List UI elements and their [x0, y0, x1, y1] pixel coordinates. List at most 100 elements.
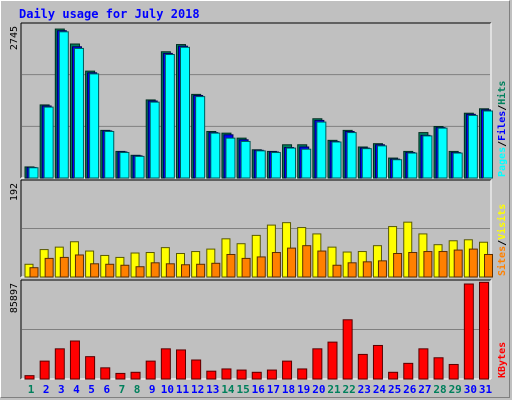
bar-pages	[331, 141, 342, 179]
x-tick-label: 7	[119, 383, 126, 396]
x-tick-label: 16	[252, 383, 266, 396]
x-tick-label: 24	[373, 383, 387, 396]
bar-kbytes	[282, 360, 293, 380]
bar-kbytes	[403, 362, 414, 380]
bar-pages	[195, 96, 206, 179]
x-tick-label: 3	[58, 383, 65, 396]
x-tick-label: 22	[343, 383, 356, 396]
legend-pages: Pages	[497, 147, 508, 177]
bar-kbytes	[418, 348, 429, 380]
bar-visits	[130, 252, 140, 278]
bar-pages	[43, 106, 54, 179]
x-tick-label: 23	[358, 383, 371, 396]
bar-sites	[74, 254, 84, 278]
bar-kbytes	[251, 371, 262, 380]
bar-kbytes	[115, 372, 126, 380]
x-tick-label: 4	[73, 383, 80, 396]
bar-pages	[89, 73, 100, 179]
x-tick-label: 8	[134, 383, 141, 396]
x-tick-label: 25	[388, 383, 401, 396]
bar-sites	[408, 252, 418, 278]
bar-pages	[467, 114, 478, 179]
bar-pages	[149, 101, 160, 179]
bar-kbytes	[176, 349, 186, 380]
bar-pages	[392, 159, 403, 179]
bar-kbytes	[100, 367, 111, 380]
bar-sites	[453, 249, 463, 278]
bar-sites	[211, 262, 221, 278]
bar-sites	[302, 245, 312, 278]
bar-sites	[332, 264, 342, 278]
bar-sites	[393, 253, 403, 278]
legend-middle: Sites/Visits	[496, 204, 508, 276]
bar-visits	[327, 246, 337, 278]
bar-sites	[317, 250, 327, 278]
x-tick-label: 30	[464, 383, 477, 396]
bar-sites	[29, 267, 39, 278]
bar-pages	[73, 47, 84, 179]
bar-sites	[484, 253, 493, 278]
x-tick-label: 31	[479, 383, 493, 396]
legend-visits: Visits	[496, 204, 508, 240]
bar-kbytes	[327, 341, 338, 380]
y-max-label: 2745	[9, 26, 20, 50]
x-tick-label: 19	[297, 383, 310, 396]
x-tick-label: 12	[191, 383, 204, 396]
x-tick-label: 13	[206, 383, 219, 396]
bar-visits	[251, 234, 261, 278]
bar-pages	[361, 148, 372, 179]
bar-pages	[301, 148, 312, 179]
bar-kbytes	[191, 359, 202, 380]
bar-pages	[28, 167, 39, 179]
bar-kbytes	[479, 281, 489, 380]
bar-kbytes	[145, 360, 156, 380]
bar-pages	[104, 130, 115, 179]
bar-sites	[135, 266, 145, 278]
bar-kbytes	[39, 360, 50, 380]
bar-sites	[256, 256, 266, 278]
bar-sites	[120, 264, 130, 278]
x-tick-label: 20	[312, 383, 325, 396]
bar-pages	[225, 137, 236, 179]
bar-visits	[266, 224, 276, 278]
x-tick-label: 11	[176, 383, 190, 396]
bar-kbytes	[357, 353, 368, 380]
bar-pages	[286, 147, 297, 179]
x-tick-label: 18	[282, 383, 295, 396]
bar-sites	[468, 248, 478, 278]
bar-pages	[134, 155, 145, 179]
bar-pages	[452, 152, 463, 179]
bar-visits	[403, 221, 413, 278]
bar-pages	[407, 152, 418, 179]
bar-kbytes	[297, 368, 308, 380]
x-tick-label: 27	[418, 383, 431, 396]
legend-sites: Sites	[496, 246, 508, 276]
bar-kbytes	[448, 363, 459, 380]
bar-sites	[438, 251, 448, 278]
bar-kbytes	[24, 375, 35, 380]
bar-kbytes	[130, 371, 141, 380]
x-tick-label: 28	[433, 383, 446, 396]
bar-pages	[210, 132, 221, 179]
x-tick-label: 9	[149, 383, 156, 396]
bar-kbytes	[54, 348, 65, 380]
bar-kbytes	[433, 357, 444, 380]
bar-kbytes	[206, 370, 217, 380]
bar-pages	[240, 140, 251, 179]
bar-sites	[150, 262, 160, 278]
y-max-label: 192	[9, 183, 20, 201]
bar-pages	[58, 31, 69, 179]
legend-bottom: KBytes	[497, 342, 508, 378]
x-tick-label: 17	[267, 383, 280, 396]
x-tick-label: 6	[103, 383, 110, 396]
x-tick-label: 5	[88, 383, 95, 396]
x-tick-label: 2	[43, 383, 50, 396]
bar-pages	[346, 132, 357, 179]
x-tick-label: 10	[161, 383, 174, 396]
x-tick-label: 21	[327, 383, 341, 396]
bar-kbytes	[69, 340, 80, 380]
bar-pages	[376, 145, 387, 179]
bar-sites	[181, 264, 190, 278]
